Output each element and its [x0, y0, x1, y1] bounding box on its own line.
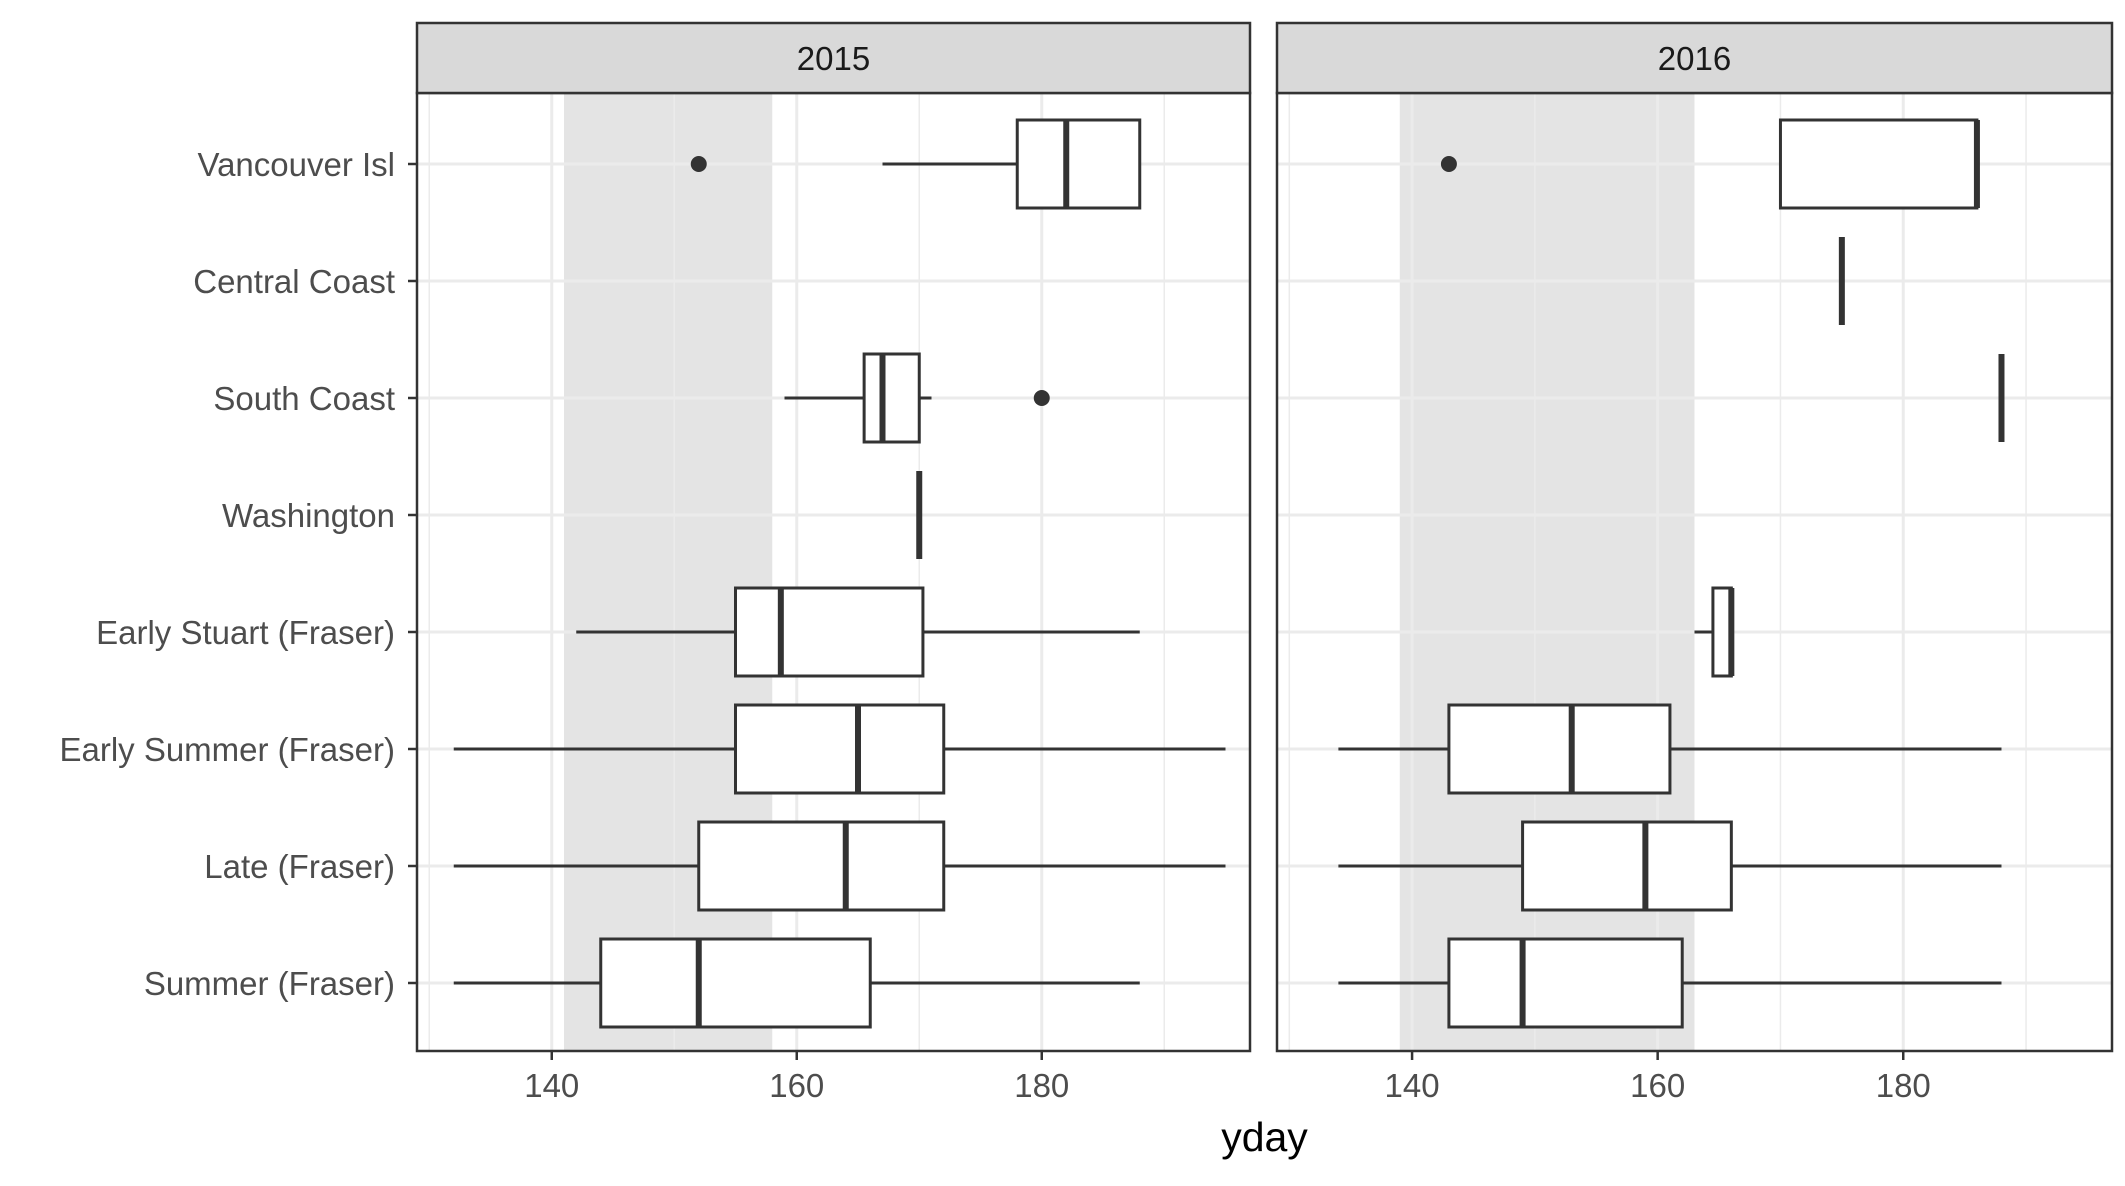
- y-tick-label-vancouver-isl: Vancouver Isl: [198, 146, 395, 183]
- outlier-south-coast-2015: [1033, 390, 1050, 406]
- box-late-fraser-2016: [1521, 820, 1733, 912]
- strip-label-2015: 2015: [797, 40, 870, 77]
- outlier-vancouver-isl-2015: [690, 156, 707, 172]
- y-tick-label-south-coast: South Coast: [213, 380, 395, 417]
- y-tick-label-summer-fraser: Summer (Fraser): [144, 965, 395, 1002]
- y-tick-label-early-stuart-fraser: Early Stuart (Fraser): [96, 614, 395, 651]
- box-early-stuart-fraser-2015: [734, 586, 925, 678]
- x-tick-label: 180: [1876, 1067, 1931, 1104]
- x-axis-title: yday: [1221, 1114, 1308, 1160]
- y-tick-label-late-fraser: Late (Fraser): [204, 848, 395, 885]
- x-tick-label: 180: [1014, 1067, 1069, 1104]
- box-south-coast-2015: [862, 352, 921, 444]
- outlier-vancouver-isl-2016: [1440, 156, 1457, 172]
- box-summer-fraser-2016: [1447, 937, 1684, 1029]
- strip-2015: [415, 21, 1252, 95]
- box-early-summer-fraser-2015: [734, 703, 946, 795]
- strip-label-2016: 2016: [1658, 40, 1731, 77]
- x-tick-label: 140: [524, 1067, 579, 1104]
- x-tick-label: 160: [769, 1067, 824, 1104]
- box-vancouver-isl-2015: [1015, 118, 1142, 210]
- box-vancouver-isl-2016: [1778, 118, 1979, 210]
- box-early-summer-fraser-2016: [1447, 703, 1672, 795]
- x-tick-label: 140: [1385, 1067, 1440, 1104]
- y-tick-label-central-coast: Central Coast: [193, 263, 395, 300]
- y-tick-label-early-summer-fraser: Early Summer (Fraser): [59, 731, 395, 768]
- strip-2016: [1275, 21, 2114, 95]
- box-late-fraser-2015: [697, 820, 946, 912]
- box-summer-fraser-2015: [599, 937, 872, 1029]
- x-tick-label: 160: [1630, 1067, 1685, 1104]
- y-tick-label-washington: Washington: [222, 497, 395, 534]
